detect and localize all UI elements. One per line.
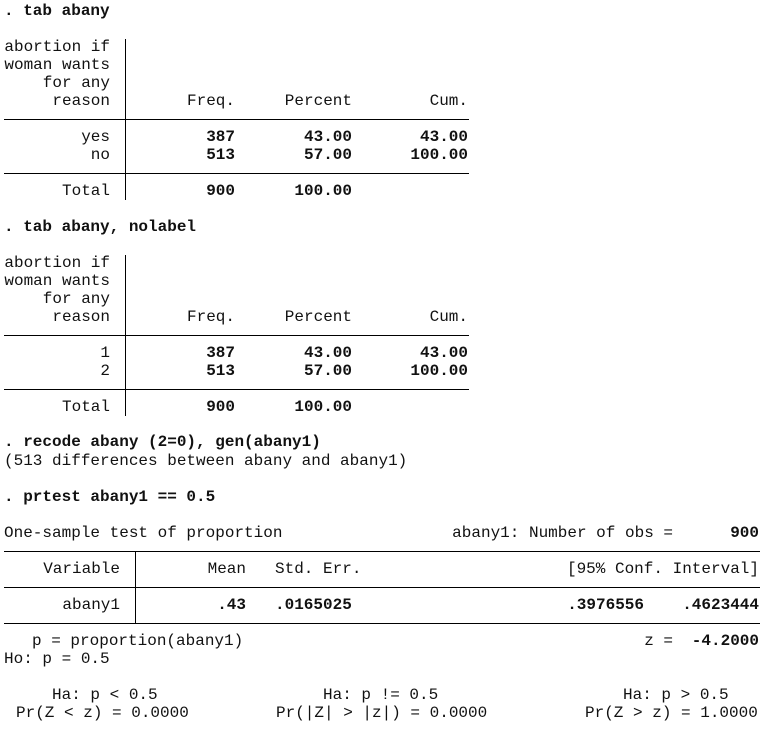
row-cum: 100.00 xyxy=(410,146,468,164)
header-std-err: Std. Err. xyxy=(275,560,362,578)
table-rule xyxy=(4,623,760,624)
header-conf-interval: [95% Conf. Interval] xyxy=(566,560,759,578)
header-freq: Freq. xyxy=(186,308,235,326)
total-percent: 100.00 xyxy=(294,182,352,200)
row-freq: 387 xyxy=(206,344,235,362)
table-rule xyxy=(4,173,469,174)
alt-hypothesis-upper: Ha: p > 0.5 xyxy=(623,686,729,704)
stub-label-line: reason xyxy=(52,308,110,326)
row-mean: .43 xyxy=(217,596,246,614)
table-rule xyxy=(4,389,469,390)
z-value: -4.2000 xyxy=(691,632,759,650)
total-percent: 100.00 xyxy=(294,398,352,416)
row-freq: 513 xyxy=(206,146,235,164)
row-cum: 100.00 xyxy=(410,362,468,380)
row-percent: 43.00 xyxy=(303,344,352,362)
command-recode: . recode abany (2=0), gen(abany1) xyxy=(4,433,321,451)
alt-hypothesis-lower: Ha: p < 0.5 xyxy=(52,686,158,704)
row-percent: 43.00 xyxy=(303,128,352,146)
obs-value: 900 xyxy=(730,524,759,542)
test-title: One-sample test of proportion xyxy=(4,524,283,542)
total-freq: 900 xyxy=(206,182,235,200)
header-mean: Mean xyxy=(207,560,246,578)
stub-label-line: for any xyxy=(42,74,110,92)
table-rule xyxy=(4,587,760,588)
row-ci-low: .3976556 xyxy=(567,596,644,614)
header-percent: Percent xyxy=(284,92,352,110)
table-divider xyxy=(125,255,126,416)
null-hypothesis: Ho: p = 0.5 xyxy=(4,650,110,668)
stub-label-line: reason xyxy=(52,92,110,110)
command-prtest: . prtest abany1 == 0.5 xyxy=(4,488,216,506)
z-label: z = xyxy=(644,632,673,650)
stub-label-line: abortion if xyxy=(4,254,110,272)
row-percent: 57.00 xyxy=(303,362,352,380)
row-freq: 513 xyxy=(206,362,235,380)
alt-hypothesis-two-sided: Ha: p != 0.5 xyxy=(323,686,439,704)
row-std-err: .0165025 xyxy=(275,596,352,614)
row-cum: 43.00 xyxy=(419,128,468,146)
header-cum: Cum. xyxy=(429,92,468,110)
table-rule xyxy=(4,335,469,336)
p-value-two-sided: Pr(|Z| > |z|) = 0.0000 xyxy=(276,704,488,722)
row-percent: 57.00 xyxy=(303,146,352,164)
table-divider xyxy=(125,39,126,200)
header-freq: Freq. xyxy=(186,92,235,110)
header-cum: Cum. xyxy=(429,308,468,326)
total-label: Total xyxy=(61,182,110,200)
row-freq: 387 xyxy=(206,128,235,146)
recode-message: (513 differences between abany and abany… xyxy=(4,452,408,470)
p-definition: p = proportion(abany1) xyxy=(32,632,244,650)
row-label: 2 xyxy=(100,362,110,380)
row-label: yes xyxy=(81,128,110,146)
row-label: no xyxy=(90,146,110,164)
command-tab-nolabel: . tab abany, nolabel xyxy=(4,218,197,236)
total-freq: 900 xyxy=(206,398,235,416)
table-rule xyxy=(4,551,760,552)
row-cum: 43.00 xyxy=(419,344,468,362)
stub-label-line: abortion if xyxy=(4,38,110,56)
header-percent: Percent xyxy=(284,308,352,326)
command-tab-abany: . tab abany xyxy=(4,2,110,20)
stub-label-line: woman wants xyxy=(4,56,110,74)
p-value-lower: Pr(Z < z) = 0.0000 xyxy=(16,704,189,722)
table-rule xyxy=(4,119,469,120)
row-ci-high: .4623444 xyxy=(682,596,759,614)
stub-label-line: woman wants xyxy=(4,272,110,290)
header-variable: Variable xyxy=(43,560,120,578)
stub-label-line: for any xyxy=(42,290,110,308)
row-label: 1 xyxy=(100,344,110,362)
obs-label: abany1: Number of obs = xyxy=(452,524,673,542)
p-value-upper: Pr(Z > z) = 1.0000 xyxy=(585,704,758,722)
row-variable: abany1 xyxy=(62,596,120,614)
total-label: Total xyxy=(61,398,110,416)
